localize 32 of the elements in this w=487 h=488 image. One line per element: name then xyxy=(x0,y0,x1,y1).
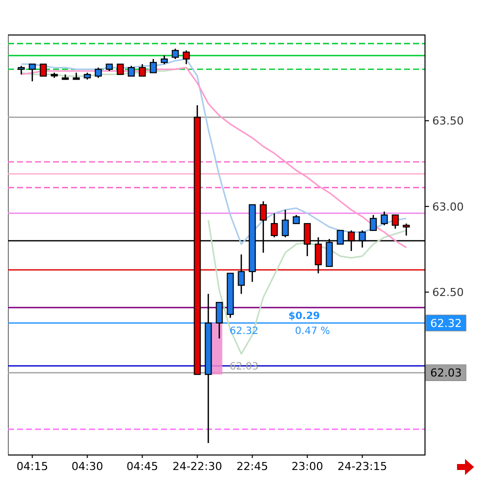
candlestick xyxy=(392,214,399,230)
x-tick-label: 22:45 xyxy=(236,460,268,473)
annotation: $0.29 xyxy=(288,311,320,322)
candlestick xyxy=(150,58,157,74)
candlestick xyxy=(40,64,47,77)
candlestick xyxy=(138,63,146,77)
x-tick-label: 24-22:30 xyxy=(172,460,222,473)
candlestick xyxy=(182,50,190,65)
candlestick xyxy=(402,222,410,236)
candlestick xyxy=(282,209,289,238)
x-tick-label: 04:15 xyxy=(16,460,48,473)
candlestick xyxy=(116,64,124,75)
x-tick-label: 04:45 xyxy=(126,460,158,473)
x-tick-label: 04:30 xyxy=(71,460,104,473)
candlestick xyxy=(172,48,179,60)
candlestick xyxy=(216,302,223,340)
x-tick-label: 23:00 xyxy=(291,460,324,473)
candlestick xyxy=(94,66,102,79)
candlestick xyxy=(380,210,388,226)
x-tick-label: 24-23:15 xyxy=(337,460,388,473)
candlestick xyxy=(238,254,245,295)
candlestick xyxy=(128,65,135,77)
y-tick-label: 62.50 xyxy=(432,286,464,300)
candlestick xyxy=(28,63,36,82)
y-tick-label: 63.50 xyxy=(432,114,464,128)
candlestick xyxy=(270,212,278,238)
y-tick-label: 63.00 xyxy=(432,200,464,214)
ref-line-label: 62.32 xyxy=(430,317,462,330)
candlestick xyxy=(370,214,377,232)
annotation: 62.32 xyxy=(230,326,258,337)
annotation: 0.47 % xyxy=(295,326,330,337)
ref-line-label: 62.03 xyxy=(430,366,462,380)
